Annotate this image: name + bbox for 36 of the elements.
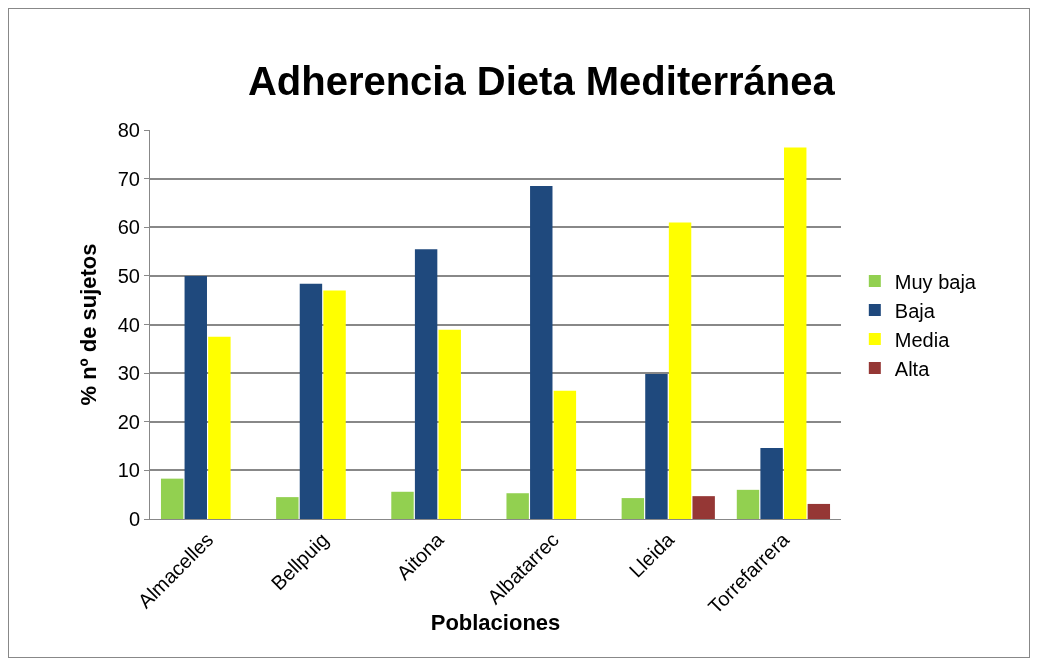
bar — [160, 478, 184, 519]
bar — [323, 290, 346, 519]
y-tick-label: 70 — [117, 167, 140, 190]
bar — [276, 497, 299, 519]
y-tick-label: 10 — [117, 459, 140, 482]
legend-label: Alta — [894, 357, 931, 380]
x-axis-title: Poblaciones — [430, 610, 561, 636]
legend-label: Muy baja — [894, 270, 977, 293]
y-tick-label: 60 — [117, 216, 140, 239]
bar — [414, 249, 438, 519]
y-tick-label: 80 — [117, 119, 140, 141]
y-tick-label: 0 — [128, 508, 140, 530]
bar — [438, 329, 461, 519]
bar — [621, 498, 645, 519]
chart-title: Adherencia Dieta Mediterránea — [247, 58, 836, 103]
bar — [692, 496, 715, 519]
bar — [184, 275, 207, 519]
legend-label: Media — [894, 328, 951, 351]
bar — [807, 503, 831, 519]
y-tick-label: 40 — [117, 313, 140, 336]
y-tick-label: 30 — [117, 362, 140, 385]
bar — [645, 374, 668, 519]
y-tick-label: 20 — [117, 410, 140, 433]
bar — [668, 222, 692, 519]
bar — [208, 336, 231, 519]
bar — [299, 283, 323, 519]
bar — [391, 491, 414, 519]
bar — [760, 448, 783, 519]
legend-label: Baja — [894, 299, 936, 322]
bar — [530, 185, 553, 519]
bar — [736, 489, 760, 519]
y-tick-label: 50 — [117, 264, 140, 287]
bar — [553, 390, 577, 519]
bar — [506, 493, 529, 519]
bar — [784, 147, 807, 519]
y-axis-title: % nº de sujetos — [76, 243, 101, 406]
